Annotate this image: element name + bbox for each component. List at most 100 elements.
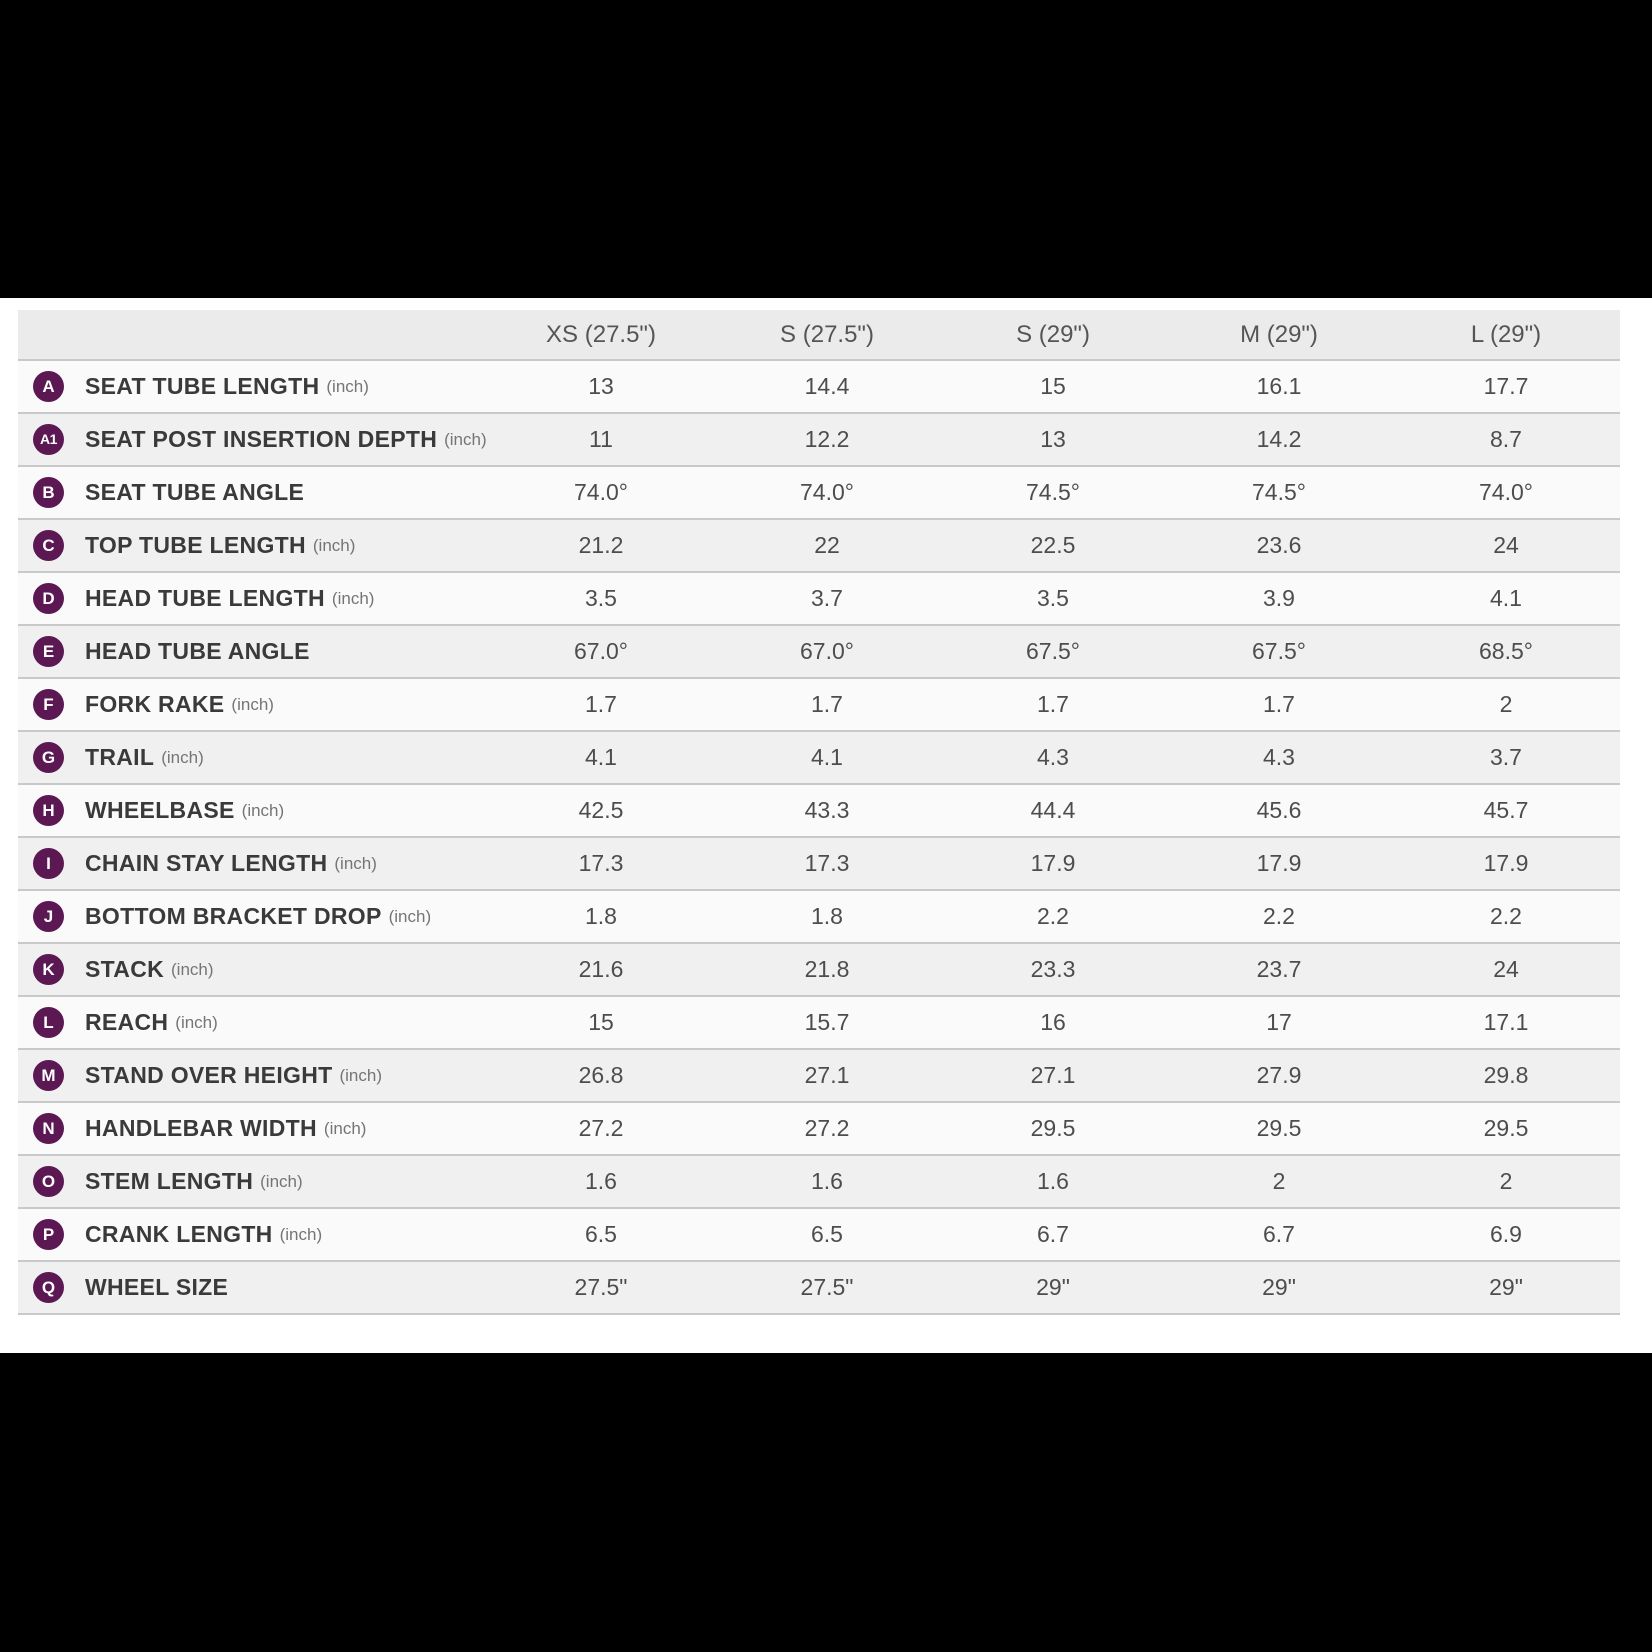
row-label-cell: I CHAIN STAY LENGTH (inch) — [18, 837, 488, 890]
row-letter-badge: F — [33, 689, 64, 720]
value-cell: 23.7 — [1256, 956, 1302, 982]
row-label-cell: P CRANK LENGTH (inch) — [18, 1208, 488, 1261]
value-cell: 24 — [1493, 532, 1519, 558]
column-header: S (29") — [940, 310, 1166, 360]
column-header: L (29") — [1392, 310, 1620, 360]
value-cell: 22.5 — [1030, 532, 1076, 558]
row-label-cell: H WHEELBASE (inch) — [18, 784, 488, 837]
row-label-cell: M STAND OVER HEIGHT (inch) — [18, 1049, 488, 1102]
value-cell: 1.8 — [585, 903, 617, 929]
value-cell: 23.6 — [1256, 532, 1302, 558]
row-label: CRANK LENGTH — [85, 1221, 273, 1247]
header-row: XS (27.5") S (27.5") S (29") M (29") L (29") — [18, 310, 1620, 360]
value-cell: 45.6 — [1256, 797, 1302, 823]
row-letter-badge: B — [33, 477, 64, 508]
value-cell: 27.2 — [578, 1115, 624, 1141]
value-cell: 74.0° — [1479, 479, 1533, 505]
row-unit: (inch) — [175, 1012, 218, 1032]
value-cell: 17.9 — [1483, 850, 1529, 876]
row-unit: (inch) — [279, 1224, 323, 1244]
letterbox-bottom — [0, 1353, 1652, 1652]
row-letter-badge: I — [33, 848, 64, 879]
value-cell: 27.2 — [804, 1115, 850, 1141]
value-cell: 74.5° — [1252, 479, 1306, 505]
row-unit: (inch) — [260, 1171, 303, 1191]
value-cell: 22 — [814, 532, 840, 558]
row-unit: (inch) — [326, 376, 369, 396]
value-cell: 16 — [1040, 1009, 1066, 1035]
value-cell: 27.1 — [804, 1062, 850, 1088]
value-cell: 16.1 — [1256, 373, 1302, 399]
value-cell: 3.7 — [811, 585, 843, 611]
row-label: STACK — [85, 956, 165, 982]
value-cell: 4.1 — [811, 744, 843, 770]
value-cell: 1.7 — [1037, 691, 1069, 717]
row-label: CHAIN STAY LENGTH — [85, 850, 328, 876]
value-cell: 29.5 — [1030, 1115, 1076, 1141]
value-cell: 21.2 — [578, 532, 624, 558]
value-cell: 2 — [1499, 691, 1513, 717]
row-label-cell: D HEAD TUBE LENGTH (inch) — [18, 572, 488, 625]
row-unit: (inch) — [241, 800, 285, 820]
value-cell: 3.7 — [1490, 744, 1522, 770]
row-label: TOP TUBE LENGTH — [85, 532, 306, 558]
value-cell: 17.3 — [578, 850, 624, 876]
value-cell: 74.5° — [1026, 479, 1080, 505]
row-letter-badge: Q — [33, 1272, 64, 1303]
row-letter-badge: J — [33, 901, 64, 932]
table-row: B SEAT TUBE ANGLE 74.0° 74.0° 74.5° 74.5° 74.0… — [18, 466, 1620, 519]
value-cell: 23.3 — [1030, 956, 1076, 982]
value-cell: 15.7 — [804, 1009, 850, 1035]
value-cell: 2.2 — [1263, 903, 1295, 929]
value-cell: 21.6 — [578, 956, 624, 982]
row-letter-badge: A — [33, 371, 64, 402]
value-cell: 43.3 — [804, 797, 850, 823]
row-label: HEAD TUBE ANGLE — [85, 638, 310, 664]
value-cell: 6.5 — [811, 1221, 843, 1247]
value-cell: 44.4 — [1030, 797, 1076, 823]
row-letter-badge: E — [33, 636, 64, 667]
row-label: FORK RAKE — [85, 691, 225, 717]
table-row: P CRANK LENGTH (inch) 6.5 6.5 6.7 6.7 6.9 — [18, 1208, 1620, 1261]
table-row: Q WHEEL SIZE 27.5" 27.5" 29" 29" 29" — [18, 1261, 1620, 1314]
row-letter-badge: C — [33, 530, 64, 561]
value-cell: 17.9 — [1256, 850, 1302, 876]
value-cell: 74.0° — [574, 479, 628, 505]
value-cell: 74.0° — [800, 479, 854, 505]
value-cell: 13 — [588, 373, 614, 399]
value-cell: 29.5 — [1483, 1115, 1529, 1141]
value-cell: 21.8 — [804, 956, 850, 982]
row-letter-badge: L — [33, 1007, 64, 1038]
table-body: A SEAT TUBE LENGTH (inch) 13 14.4 15 16.1 17.7 A… — [18, 360, 1620, 1314]
table-row: A SEAT TUBE LENGTH (inch) 13 14.4 15 16.1 17.7 — [18, 360, 1620, 413]
value-cell: 17.9 — [1030, 850, 1076, 876]
value-cell: 3.5 — [1037, 585, 1069, 611]
value-cell: 12.2 — [804, 426, 850, 452]
row-letter-badge: G — [33, 742, 64, 773]
value-cell: 14.2 — [1256, 426, 1302, 452]
value-cell: 4.1 — [1490, 585, 1522, 611]
value-cell: 3.5 — [585, 585, 617, 611]
value-cell: 29" — [1489, 1274, 1523, 1300]
value-cell: 27.5" — [574, 1274, 628, 1300]
value-cell: 11 — [589, 426, 613, 452]
row-unit: (inch) — [339, 1065, 382, 1085]
row-unit: (inch) — [444, 429, 487, 449]
row-label: SEAT TUBE LENGTH — [85, 373, 320, 399]
value-cell: 15 — [588, 1009, 614, 1035]
row-label: HEAD TUBE LENGTH — [85, 585, 325, 611]
row-letter-badge: N — [33, 1113, 64, 1144]
value-cell: 26.8 — [578, 1062, 624, 1088]
value-cell: 6.7 — [1263, 1221, 1295, 1247]
row-label-cell: E HEAD TUBE ANGLE — [18, 625, 488, 678]
row-unit: (inch) — [231, 694, 274, 714]
table-row: N HANDLEBAR WIDTH (inch) 27.2 27.2 29.5 29.5 29… — [18, 1102, 1620, 1155]
value-cell: 15 — [1040, 373, 1066, 399]
row-letter-badge: O — [33, 1166, 64, 1197]
value-cell: 2.2 — [1490, 903, 1522, 929]
value-cell: 67.5° — [1252, 638, 1306, 664]
value-cell: 3.9 — [1263, 585, 1295, 611]
table-row: K STACK (inch) 21.6 21.8 23.3 23.7 24 — [18, 943, 1620, 996]
row-unit: (inch) — [388, 906, 432, 926]
value-cell: 29" — [1036, 1274, 1070, 1300]
